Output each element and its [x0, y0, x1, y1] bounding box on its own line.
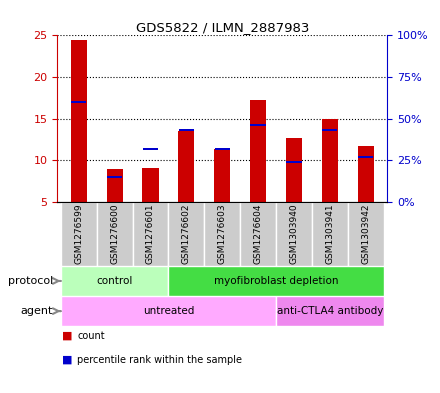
Bar — [71, 40, 87, 202]
Text: percentile rank within the sample: percentile rank within the sample — [77, 354, 242, 365]
Bar — [61, 266, 169, 296]
Bar — [322, 119, 338, 202]
Bar — [286, 161, 301, 163]
Bar — [240, 202, 276, 266]
Bar — [358, 156, 374, 158]
Text: GSM1276599: GSM1276599 — [74, 204, 83, 264]
Text: agent: agent — [20, 306, 53, 316]
Bar — [286, 138, 302, 202]
Bar — [107, 176, 122, 178]
Bar — [143, 148, 158, 150]
Bar — [322, 129, 337, 131]
Bar — [106, 169, 123, 202]
Bar — [214, 149, 230, 202]
Bar — [178, 131, 194, 202]
Bar — [169, 266, 384, 296]
Bar — [312, 202, 348, 266]
Text: GSM1303942: GSM1303942 — [361, 204, 370, 264]
Bar — [250, 124, 266, 127]
Text: anti-CTLA4 antibody: anti-CTLA4 antibody — [277, 306, 383, 316]
Bar — [204, 202, 240, 266]
Text: GSM1303941: GSM1303941 — [325, 204, 334, 264]
Bar — [179, 129, 194, 131]
Text: protocol: protocol — [7, 276, 53, 286]
Bar — [61, 202, 97, 266]
Text: ■: ■ — [62, 354, 72, 365]
Text: myofibroblast depletion: myofibroblast depletion — [214, 276, 338, 286]
Text: control: control — [96, 276, 133, 286]
Text: GSM1303940: GSM1303940 — [290, 204, 298, 264]
Bar — [215, 148, 230, 150]
Text: GSM1276603: GSM1276603 — [218, 204, 227, 264]
Text: GSM1276601: GSM1276601 — [146, 204, 155, 264]
Bar — [276, 296, 384, 326]
Bar — [97, 202, 132, 266]
Bar — [61, 296, 276, 326]
Bar — [250, 100, 266, 202]
Bar — [276, 202, 312, 266]
Text: untreated: untreated — [143, 306, 194, 316]
Title: GDS5822 / ILMN_2887983: GDS5822 / ILMN_2887983 — [136, 21, 309, 34]
Text: count: count — [77, 331, 105, 341]
Text: GSM1276604: GSM1276604 — [253, 204, 263, 264]
Bar — [348, 202, 384, 266]
Text: GSM1276602: GSM1276602 — [182, 204, 191, 264]
Bar — [358, 146, 374, 202]
Bar — [169, 202, 204, 266]
Bar — [143, 168, 158, 202]
Text: GSM1276600: GSM1276600 — [110, 204, 119, 264]
Bar — [132, 202, 169, 266]
Bar — [71, 101, 86, 103]
Text: ■: ■ — [62, 331, 72, 341]
